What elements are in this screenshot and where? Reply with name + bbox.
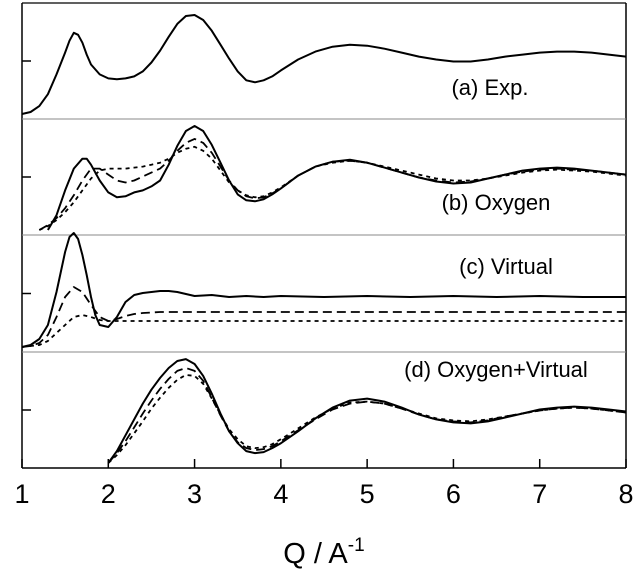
panel-4-dotted-line: [107, 374, 627, 464]
x-tick-label: 5: [360, 479, 375, 509]
panel-3-dotted-line: [21, 314, 626, 348]
x-tick-label: 2: [101, 479, 116, 509]
x-tick-label: 6: [446, 479, 461, 509]
x-tick-label: 4: [273, 479, 288, 509]
panel-label: (a) Exp.: [451, 75, 528, 100]
panel-3-dashed-line: [21, 286, 626, 348]
panel-label: (c) Virtual: [459, 254, 553, 279]
y-axis-ticks: [22, 60, 31, 411]
panel-1-solid-line: [21, 14, 627, 115]
panel-2-dotted-line: [38, 145, 627, 231]
plot-frame: [21, 2, 627, 469]
x-axis-title: Q / A-1: [283, 535, 364, 570]
panel-2-dashed-line: [38, 138, 627, 231]
panel-2: (b) Oxygen: [38, 125, 627, 231]
x-tick-label: 7: [532, 479, 547, 509]
panel-1: (a) Exp.: [21, 14, 627, 115]
x-axis-ticks: 1 2 3 4 5 6 7 8: [14, 459, 634, 509]
panel-label: (b) Oxygen: [442, 190, 551, 215]
panel-label: (d) Oxygen+Virtual: [404, 357, 588, 382]
x-axis-title-superscript: -1: [348, 535, 365, 556]
x-tick-label: 8: [618, 479, 633, 509]
panel-4: (d) Oxygen+Virtual: [107, 357, 627, 464]
panel-4-dashed-line: [107, 367, 627, 464]
chart-panels: (a) Exp. (b) Oxygen (c) Virtual (d) Oxygen+…: [21, 14, 627, 464]
panel-3-solid-line: [21, 232, 626, 348]
panel-3: (c) Virtual: [21, 232, 626, 348]
x-tick-label: 3: [187, 479, 202, 509]
x-tick-label: 1: [14, 479, 29, 509]
x-axis-title-text: Q / A: [283, 538, 348, 570]
